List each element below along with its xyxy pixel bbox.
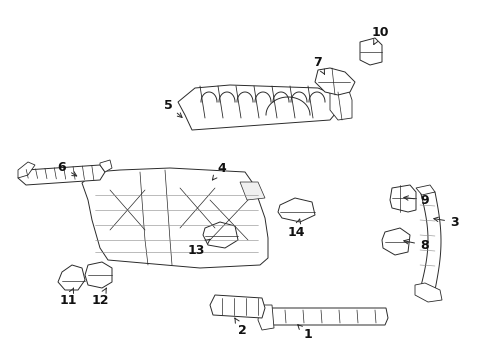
Polygon shape [240, 182, 264, 200]
Text: 9: 9 [403, 194, 428, 207]
Polygon shape [267, 308, 387, 325]
Polygon shape [100, 160, 112, 172]
Polygon shape [314, 68, 354, 95]
Text: 3: 3 [433, 216, 458, 229]
Polygon shape [419, 190, 440, 290]
Polygon shape [414, 283, 441, 302]
Text: 11: 11 [59, 288, 77, 306]
Polygon shape [178, 85, 339, 130]
Polygon shape [258, 305, 273, 330]
Text: 6: 6 [58, 161, 77, 176]
Polygon shape [389, 185, 415, 212]
Polygon shape [85, 262, 112, 288]
Polygon shape [203, 222, 238, 248]
Text: 4: 4 [212, 162, 226, 180]
Text: 13: 13 [187, 239, 210, 257]
Text: 2: 2 [234, 318, 246, 337]
Polygon shape [18, 165, 105, 185]
Polygon shape [209, 295, 264, 318]
Text: 14: 14 [286, 219, 304, 239]
Polygon shape [278, 198, 314, 222]
Text: 1: 1 [297, 325, 312, 342]
Polygon shape [18, 162, 35, 178]
Polygon shape [82, 168, 267, 268]
Polygon shape [415, 185, 434, 195]
Text: 8: 8 [403, 239, 428, 252]
Polygon shape [381, 228, 409, 255]
Polygon shape [58, 265, 85, 290]
Text: 7: 7 [313, 55, 324, 74]
Text: 5: 5 [163, 99, 182, 117]
Text: 10: 10 [370, 26, 388, 45]
Text: 12: 12 [91, 288, 108, 306]
Polygon shape [329, 88, 351, 120]
Polygon shape [359, 38, 381, 65]
